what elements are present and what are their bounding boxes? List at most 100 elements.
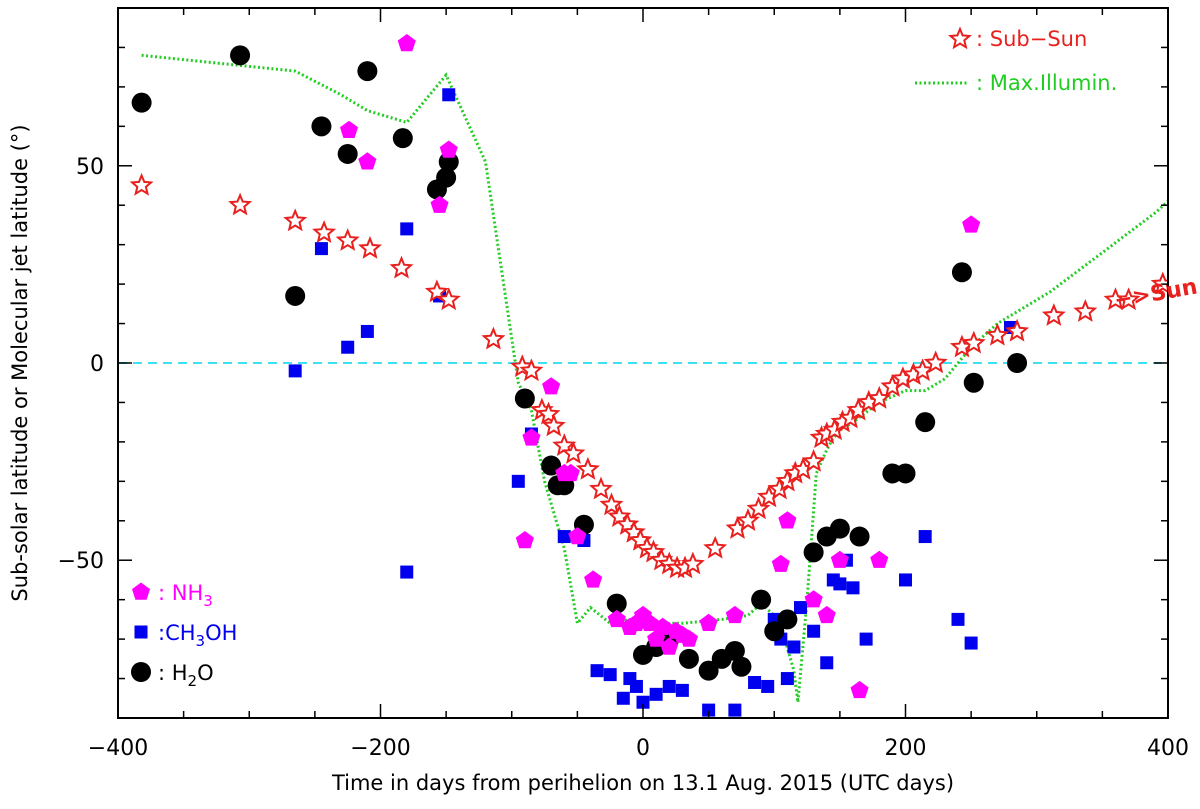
star-point	[335, 228, 360, 251]
pentagon-point	[568, 527, 587, 545]
x-tick-label: 400	[1147, 736, 1189, 761]
star-point	[436, 287, 461, 311]
circle-point	[724, 640, 745, 661]
legend-label: : Sub−Sun	[976, 27, 1087, 51]
pentagon-point	[817, 605, 836, 624]
star-point	[283, 208, 308, 232]
y-tick-label: 50	[76, 155, 104, 180]
pentagon-point	[660, 637, 679, 655]
circle-point	[392, 128, 413, 149]
circle-point	[849, 526, 870, 547]
circle-point	[764, 621, 785, 642]
star-point	[703, 535, 728, 559]
square-point	[341, 340, 355, 354]
square-point	[400, 565, 414, 579]
star-point	[985, 322, 1010, 346]
circle-point	[731, 656, 752, 677]
square-point	[951, 612, 965, 626]
square-point	[649, 687, 663, 701]
x-axis-label: Time in days from perihelion on 13.1 Aug…	[331, 771, 954, 795]
max-illumination-line	[141, 53, 1168, 703]
star-point	[736, 508, 760, 532]
circle-point	[230, 45, 251, 66]
x-tick-label: 0	[636, 736, 650, 761]
square-point	[728, 703, 742, 717]
pentagon-point	[640, 613, 659, 631]
legend-item: : H2O	[131, 661, 214, 690]
circle-point	[514, 388, 535, 409]
square-point	[859, 632, 873, 646]
star-point	[1150, 271, 1168, 295]
pentagon-point	[830, 550, 849, 568]
star-point	[541, 413, 566, 437]
legend-item: : Sub−Sun	[948, 26, 1087, 51]
square-point	[833, 577, 847, 591]
square-point	[675, 683, 689, 697]
circle-point	[436, 167, 457, 188]
pentagon-point	[397, 34, 416, 52]
pentagon-point	[584, 570, 603, 588]
star-point	[1041, 303, 1066, 326]
legend-item: : NH3	[132, 581, 213, 610]
pentagon-point	[340, 120, 358, 138]
square-point	[787, 640, 801, 654]
square-point	[314, 242, 328, 256]
circle-point	[895, 463, 916, 484]
legend-label: :CH3OH	[158, 621, 237, 650]
square-point	[964, 636, 978, 650]
pentagon-point	[771, 554, 790, 572]
star-point	[1005, 318, 1030, 342]
star-point	[519, 358, 544, 382]
series-nh3	[340, 34, 981, 699]
star-point	[358, 235, 382, 259]
square-point	[288, 364, 302, 378]
star-point	[599, 492, 624, 516]
legend-item: :CH3OH	[134, 621, 237, 650]
circle-point	[311, 116, 332, 137]
square-point	[603, 668, 617, 682]
star-point	[575, 456, 600, 480]
square-point	[702, 703, 716, 717]
legend-label: : Max.Illumin.	[976, 71, 1117, 95]
legend-square-marker	[134, 625, 148, 639]
pentagon-point	[679, 629, 698, 647]
star-point	[1073, 299, 1098, 322]
y-tick-label: 0	[90, 352, 104, 377]
star-point	[923, 350, 948, 374]
series-sub-sun	[129, 172, 1168, 579]
square-point	[846, 581, 860, 595]
star-point	[389, 255, 414, 279]
circle-point	[951, 262, 972, 283]
square-point	[780, 672, 794, 686]
star-point	[589, 476, 613, 500]
circle-point	[131, 92, 152, 113]
circle-point	[777, 609, 798, 630]
pentagon-point	[430, 195, 449, 213]
pentagon-point	[542, 377, 561, 395]
legend-label: : H2O	[158, 661, 214, 690]
square-point	[616, 691, 630, 705]
circle-point	[678, 648, 699, 669]
pentagon-point	[725, 605, 744, 624]
circle-point	[606, 593, 627, 614]
square-point	[807, 624, 821, 638]
legend-layer: : Sub−Sun : Max.Illumin. : NH3 :CH3OH : H2O	[131, 26, 1117, 690]
star-point	[228, 192, 253, 216]
y-axis-label: Sub-solar latitude or Molecular jet lati…	[8, 124, 32, 601]
square-point	[636, 695, 650, 709]
pentagon-point	[870, 550, 889, 568]
pentagon-point	[515, 531, 534, 549]
star-point	[1116, 287, 1141, 311]
circle-point	[829, 518, 850, 539]
pentagon-point	[358, 152, 377, 170]
legend-item: : Max.Illumin.	[915, 71, 1117, 95]
pentagon-point	[522, 428, 541, 446]
square-point	[442, 88, 456, 102]
pentagon-point	[653, 617, 672, 635]
star-point	[561, 441, 586, 464]
x-tick-label: −400	[88, 736, 148, 761]
star-point	[801, 448, 826, 472]
circle-point	[751, 589, 772, 610]
square-point	[557, 530, 571, 544]
square-point	[820, 656, 834, 670]
